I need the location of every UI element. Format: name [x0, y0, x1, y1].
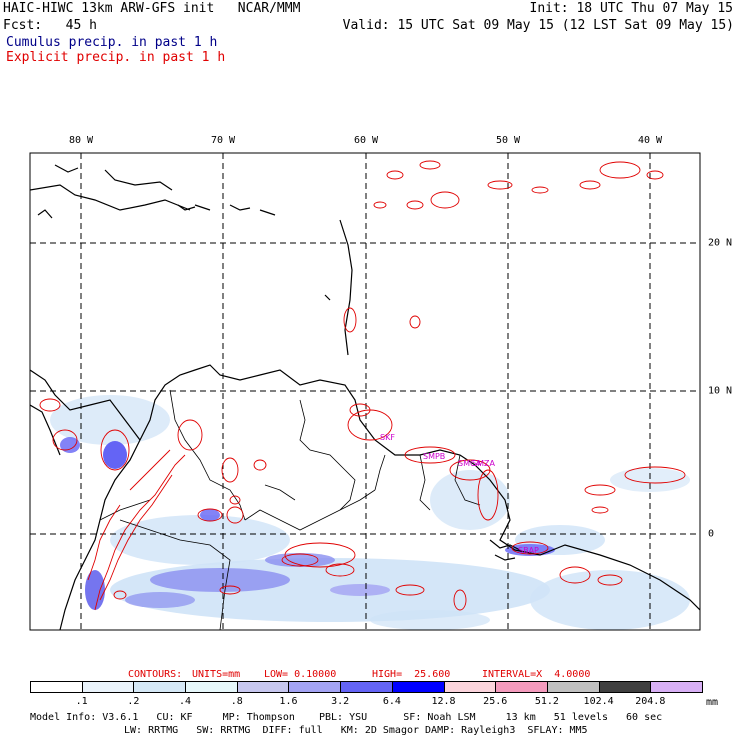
contours-low: LOW= 0.10000 — [264, 669, 337, 680]
lon-label-50w: 50 W — [495, 135, 521, 146]
contours-high: HIGH= 25.600 — [372, 669, 451, 680]
lon-label-60w: 60 W — [353, 135, 379, 146]
init-time: Init: 18 UTC Thu 07 May 15 — [529, 1, 734, 16]
colorbar-tick-label: 25.6 — [483, 696, 508, 707]
station-labels: SKF SMPB SMCA SMZA SBAP — [380, 433, 539, 555]
station-label-smza: SMZA — [472, 459, 495, 468]
lon-label-80w: 80 W — [68, 135, 94, 146]
station-label-smpb: SMPB — [423, 452, 445, 461]
lat-label-0: 0 — [708, 528, 715, 540]
colorbar-swatch — [30, 681, 83, 693]
colorbar-tick-label: 3.2 — [331, 696, 350, 707]
colorbar-tick-label: .4 — [179, 696, 192, 707]
legend-cumulus: Cumulus precip. in past 1 h — [6, 35, 218, 50]
colorbar-units: mm — [706, 697, 719, 708]
lat-label-20n: 20 N — [708, 237, 733, 249]
colorbar-tick-label: 12.8 — [431, 696, 456, 707]
colorbar-tick-label: .2 — [127, 696, 140, 707]
colorbar-swatch — [340, 681, 393, 693]
header-title: HAIC-HIWC 13km ARW-GFS init NCAR/MMM — [3, 1, 301, 16]
colorbar-swatch — [133, 681, 187, 693]
colorbar-swatch — [650, 681, 703, 693]
colorbar-tick-label: .1 — [75, 696, 88, 707]
lon-label-40w: 40 W — [637, 135, 663, 146]
contours-units: UNITS=mm — [192, 669, 241, 680]
colorbar-swatch — [495, 681, 548, 693]
colorbar-tick-label: 6.4 — [382, 696, 401, 707]
colorbar-tick-label: 1.6 — [279, 696, 298, 707]
valid-time: Valid: 15 UTC Sat 09 May 15 (12 LST Sat … — [342, 18, 734, 33]
legend-explicit: Explicit precip. in past 1 h — [6, 50, 226, 65]
explicit-precip-contours — [39, 160, 686, 611]
colorbar-swatch — [546, 681, 600, 693]
lat-label-10n: 10 N — [708, 385, 733, 397]
contours-interval: INTERVAL=X 4.0000 — [482, 669, 591, 680]
colorbar-swatch — [81, 681, 135, 693]
forecast-hour: Fcst: 45 h — [3, 18, 97, 33]
coastlines — [30, 164, 700, 630]
contours-label: CONTOURS: — [128, 669, 183, 680]
station-label-sbap: SBAP — [518, 546, 539, 555]
model-info-line2: LW: RRTMG SW: RRTMG DIFF: full KM: 2D Sm… — [124, 725, 588, 736]
colorbar-swatch — [236, 681, 290, 693]
map-frame — [29, 152, 701, 631]
colorbar-swatch — [185, 681, 238, 693]
colorbar-tick-label: .8 — [230, 696, 243, 707]
colorbar-swatch — [288, 681, 342, 693]
lon-label-70w: 70 W — [210, 135, 236, 146]
colorbar-swatch — [391, 681, 445, 693]
station-label-skf: SKF — [380, 433, 395, 442]
colorbar-swatch — [598, 681, 652, 693]
model-info-line1: Model Info: V3.6.1 CU: KF MP: Thompson P… — [30, 712, 663, 723]
cumulus-precip-heavy — [60, 437, 555, 610]
colorbar-tick-label: 51.2 — [534, 696, 559, 707]
colorbar-tick-label: 204.8 — [635, 696, 666, 707]
colorbar-swatch — [443, 681, 497, 693]
station-label-smca: SMCA — [458, 459, 482, 468]
grid-lines — [30, 153, 700, 630]
colorbar-tick-label: 102.4 — [583, 696, 614, 707]
